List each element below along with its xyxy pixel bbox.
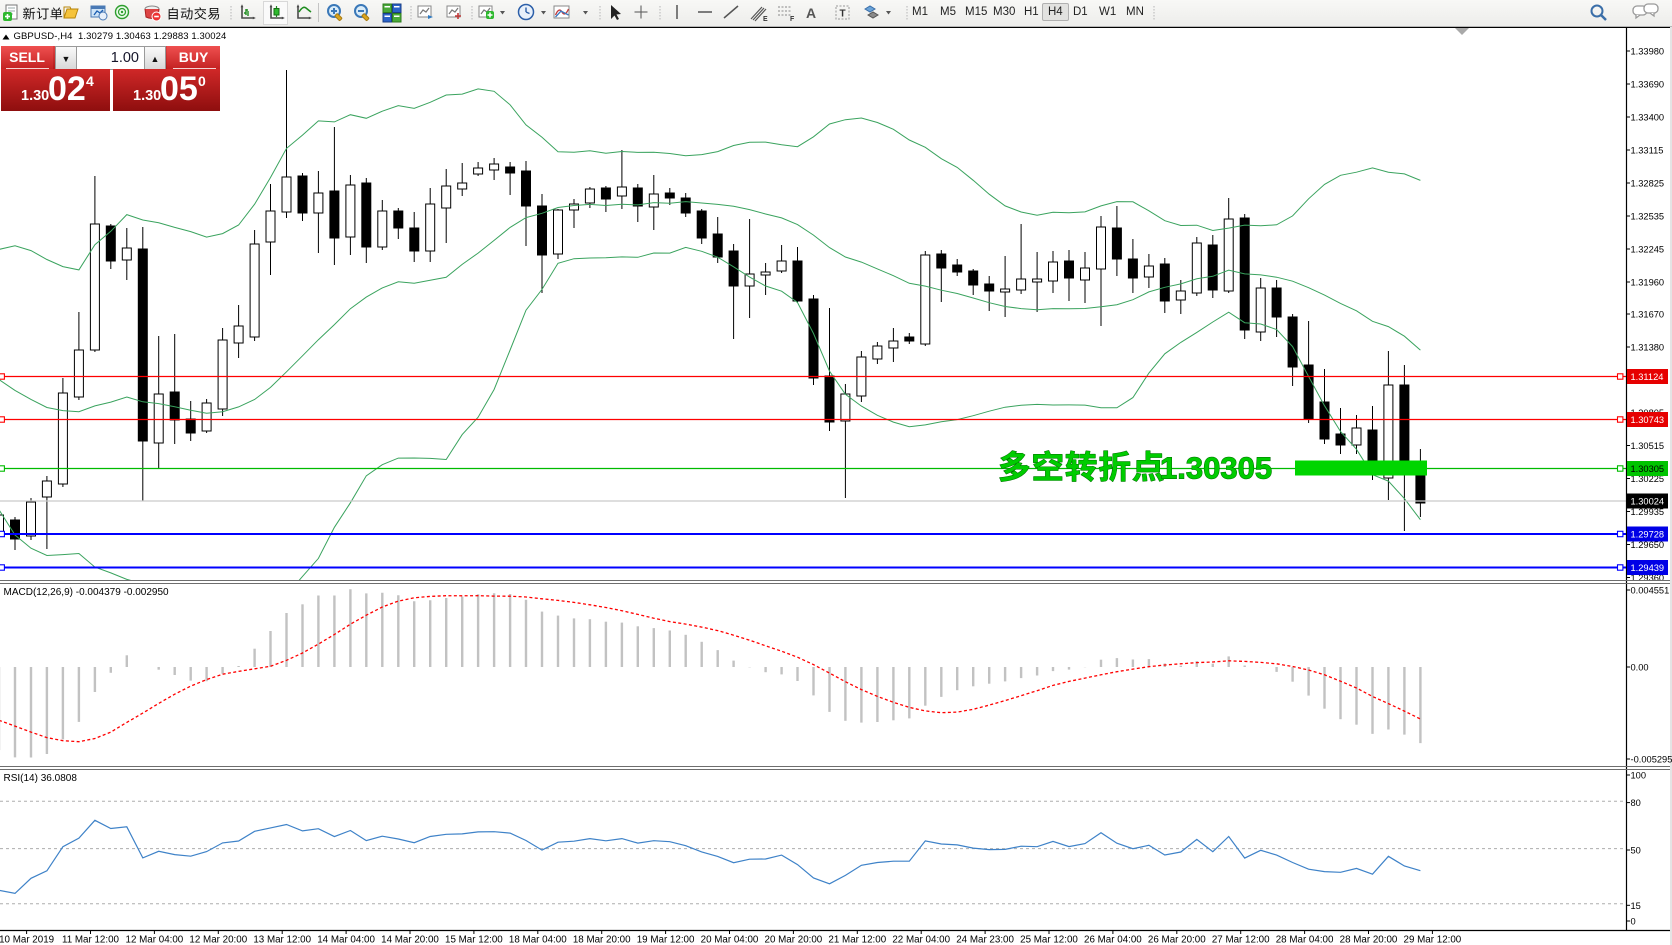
svg-text:1.33400: 1.33400 — [1631, 113, 1665, 123]
svg-text:28 Mar 04:00: 28 Mar 04:00 — [1276, 935, 1334, 945]
svg-text:100: 100 — [1631, 771, 1647, 781]
svg-text:18 Mar 04:00: 18 Mar 04:00 — [509, 935, 567, 945]
svg-text:1.32245: 1.32245 — [1631, 245, 1665, 255]
svg-text:1.29650: 1.29650 — [1631, 540, 1665, 550]
svg-text:25 Mar 12:00: 25 Mar 12:00 — [1020, 935, 1078, 945]
svg-text:26 Mar 04:00: 26 Mar 04:00 — [1084, 935, 1142, 945]
svg-text:12 Mar 04:00: 12 Mar 04:00 — [126, 935, 184, 945]
svg-text:18 Mar 20:00: 18 Mar 20:00 — [573, 935, 631, 945]
svg-text:10 Mar 2019: 10 Mar 2019 — [0, 935, 54, 945]
svg-text:1.31670: 1.31670 — [1631, 310, 1665, 320]
svg-text:-0.005295: -0.005295 — [1631, 755, 1672, 765]
svg-text:19 Mar 12:00: 19 Mar 12:00 — [637, 935, 695, 945]
svg-text:24 Mar 23:00: 24 Mar 23:00 — [956, 935, 1014, 945]
svg-text:22 Mar 04:00: 22 Mar 04:00 — [892, 935, 950, 945]
svg-text:27 Mar 12:00: 27 Mar 12:00 — [1212, 935, 1270, 945]
svg-text:GBPUSD-,H4 1.30279 1.30463 1.: GBPUSD-,H4 1.30279 1.30463 1.29883 1.300… — [14, 31, 227, 42]
svg-text:50: 50 — [1631, 846, 1641, 856]
svg-text:0.00: 0.00 — [1631, 663, 1649, 673]
svg-text:1.31960: 1.31960 — [1631, 278, 1665, 288]
svg-text:15 Mar 12:00: 15 Mar 12:00 — [445, 935, 503, 945]
svg-text:11 Mar 12:00: 11 Mar 12:00 — [62, 935, 120, 945]
svg-text:E: E — [763, 16, 768, 23]
svg-text:1.30515: 1.30515 — [1631, 441, 1665, 451]
svg-text:1.30305: 1.30305 — [1160, 451, 1272, 486]
svg-text:80: 80 — [1631, 798, 1641, 808]
svg-text:1.31124: 1.31124 — [1631, 372, 1664, 382]
svg-text:1.29935: 1.29935 — [1631, 507, 1665, 517]
svg-text:14 Mar 04:00: 14 Mar 04:00 — [317, 935, 375, 945]
svg-text:1.32825: 1.32825 — [1631, 179, 1665, 189]
svg-text:1.32535: 1.32535 — [1631, 212, 1665, 222]
svg-text:1.30743: 1.30743 — [1631, 415, 1665, 425]
svg-text:T: T — [840, 9, 846, 20]
svg-text:1.33980: 1.33980 — [1631, 47, 1665, 57]
svg-text:20 Mar 20:00: 20 Mar 20:00 — [765, 935, 823, 945]
svg-text:29 Mar 12:00: 29 Mar 12:00 — [1404, 935, 1462, 945]
svg-text:21 Mar 12:00: 21 Mar 12:00 — [828, 935, 886, 945]
svg-text:MACD(12,26,9) -0.004379 -0.002: MACD(12,26,9) -0.004379 -0.002950 — [4, 587, 170, 598]
svg-text:1.30024: 1.30024 — [1631, 497, 1665, 507]
svg-text:20 Mar 04:00: 20 Mar 04:00 — [701, 935, 759, 945]
svg-text:14 Mar 20:00: 14 Mar 20:00 — [381, 935, 439, 945]
svg-text:26 Mar 20:00: 26 Mar 20:00 — [1148, 935, 1206, 945]
svg-text:0.004551: 0.004551 — [1631, 586, 1670, 596]
svg-text:12 Mar 20:00: 12 Mar 20:00 — [189, 935, 247, 945]
svg-text:28 Mar 20:00: 28 Mar 20:00 — [1340, 935, 1398, 945]
svg-text:1.29728: 1.29728 — [1631, 530, 1665, 540]
svg-text:1.29439: 1.29439 — [1631, 563, 1665, 573]
svg-text:F: F — [790, 16, 795, 23]
svg-text:RSI(14) 36.0808: RSI(14) 36.0808 — [4, 773, 78, 784]
svg-text:15: 15 — [1631, 901, 1641, 911]
svg-text:1.33115: 1.33115 — [1631, 146, 1664, 156]
svg-text:0: 0 — [1631, 917, 1636, 927]
svg-text:1.30225: 1.30225 — [1631, 474, 1665, 484]
svg-text:13 Mar 12:00: 13 Mar 12:00 — [253, 935, 311, 945]
svg-text:1.30305: 1.30305 — [1631, 464, 1665, 474]
svg-text:1.33690: 1.33690 — [1631, 80, 1665, 90]
svg-text:1.31380: 1.31380 — [1631, 343, 1665, 353]
svg-text:1.29360: 1.29360 — [1631, 573, 1665, 583]
